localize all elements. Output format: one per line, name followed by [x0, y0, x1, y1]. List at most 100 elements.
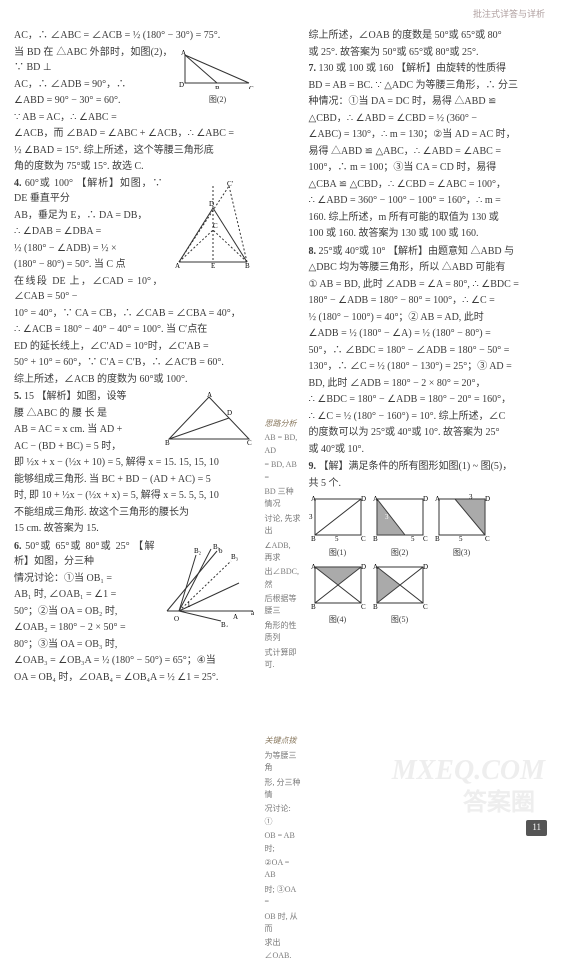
page-number: 11: [526, 820, 547, 836]
text: 60°或 100° 【解析】如图，∵ DE 垂直平分: [14, 178, 163, 205]
svg-text:E: E: [211, 262, 215, 270]
text: ∠ABC) = 130°，∴ m = 130；②当 AD = AC 时，: [309, 127, 552, 143]
text: 共 5 个.: [309, 476, 552, 492]
text: ∵ AB = AC，∴ ∠ABC =: [14, 110, 257, 126]
svg-text:C: C: [423, 535, 428, 541]
svg-text:B: B: [373, 603, 378, 609]
note-line: 后根据等腰三: [265, 593, 301, 618]
note-line: = BD, AB =: [265, 459, 301, 484]
svg-text:B: B: [245, 262, 250, 270]
svg-text:A: A: [175, 262, 180, 270]
text: ∴ ∠ACB = 180° − 40° − 40° = 100°. 当 C′点在: [14, 322, 257, 338]
fig-caption: 图(1): [309, 547, 367, 559]
text: 50°或 65°或 80°或 25° 【解析】如图，分三种: [14, 541, 155, 568]
svg-text:B: B: [435, 535, 440, 541]
svg-text:A: A: [373, 495, 378, 503]
text: 180° − ∠ADB = 180° − 80° = 100°，∴ ∠C =: [309, 293, 552, 309]
text: ∠OAB₃ = ∠OB₃A = ½ (180° − 50°) = 65°；④当: [14, 653, 257, 669]
svg-text:D: D: [423, 563, 428, 571]
svg-text:C: C: [249, 85, 254, 89]
svg-text:A: A: [207, 391, 212, 399]
figure-row-2: AD BC 图(4) AD BC 图(5): [309, 561, 552, 627]
text: 能够组成三角形. 当 BC + BD − (AD + AC) = 5: [14, 472, 257, 488]
figure-q6: O A a B₁ B₂ B₃ B₄ b 1: [161, 541, 257, 633]
text: 15 【解析】如图，设等: [24, 391, 127, 402]
text: 25°或 40°或 10° 【解析】由题意知 △ABD 与: [319, 246, 515, 257]
text: ½ (180° − 100°) = 40°；② AB = AD, 此时: [309, 310, 552, 326]
svg-text:5: 5: [335, 535, 339, 541]
svg-text:C: C: [361, 535, 366, 541]
text: OA = OB₄ 时，∠OAB₄ = ∠OB₄A = ½ ∠1 = 25°.: [14, 670, 257, 686]
svg-text:1: 1: [187, 601, 191, 609]
svg-text:A: A: [311, 495, 316, 503]
text: 综上所述，∠ACB 的度数为 60°或 100°.: [14, 372, 257, 388]
right-column: 综上所述，∠OAB 的度数是 50°或 65°或 80° 或 25°. 故答案为…: [309, 28, 552, 964]
svg-text:B₄: B₄: [221, 621, 229, 627]
svg-text:C: C: [485, 535, 490, 541]
svg-text:A: A: [181, 49, 186, 57]
text: △DBC 均为等腰三角形，所以 △ABD 可能有: [309, 260, 552, 276]
question-6: O A a B₁ B₂ B₃ B₄ b 1 6. 50°或 65°或 80°或 …: [14, 539, 257, 686]
text: ① AB = BD, 此时 ∠ADB = ∠A = 80°, ∴ ∠BDC =: [309, 277, 552, 293]
text: 50°，∴ ∠BDC = 180° − ∠ADB = 180° − 50° =: [309, 343, 552, 359]
text: 易得 △ABD ≌ △ABC，∴ ∠ABD = ∠ABC =: [309, 144, 552, 160]
text: 角的度数为 75°或 15°. 故选 C.: [14, 159, 257, 175]
note-line: 讨论, 先求出: [265, 513, 301, 538]
text: 80°；③当 OA = OB₃ 时,: [14, 637, 257, 653]
svg-text:C: C: [423, 603, 428, 609]
note-line: 式计算即可.: [265, 647, 301, 672]
svg-text:b: b: [219, 547, 223, 555]
note-line: ②OA = AB: [265, 857, 301, 882]
q-num: 7.: [309, 63, 317, 74]
note-line: BD 三种情况: [265, 486, 301, 511]
svg-text:A: A: [435, 495, 440, 503]
text: 160. 综上所述，m 所有可能的取值为 130 或: [309, 210, 552, 226]
fig-caption: 图(2): [179, 94, 257, 106]
q-num: 9.: [309, 461, 317, 472]
q-num: 5.: [14, 391, 22, 402]
fig-caption: 图(2): [371, 547, 429, 559]
svg-text:5: 5: [411, 535, 415, 541]
text: ∴ ∠BDC = 180° − ∠ADB = 180° − 20° = 160°…: [309, 392, 552, 408]
text: 50° + 10° = 60°，∵ C′A = C′B，∴ ∠AC′B = 60…: [14, 355, 257, 371]
note-line: 求出∠OAB.: [265, 937, 301, 962]
svg-text:A: A: [373, 563, 378, 571]
note-line: 时; ③OA =: [265, 884, 301, 909]
figure-q4: A B E D C C′: [169, 178, 257, 276]
text: 15 cm. 故答案为 15.: [14, 521, 257, 537]
figure-q5: A B C D: [161, 391, 257, 453]
question-8: 8. 25°或 40°或 10° 【解析】由题意知 △ABD 与 △DBC 均为…: [309, 244, 552, 458]
note-line: ∠ADB, 再求: [265, 540, 301, 565]
q-num: 6.: [14, 541, 22, 552]
page-header: 批注式详答与详析: [473, 8, 545, 22]
svg-text:3: 3: [385, 513, 389, 521]
text: 130 或 100 或 160 【解析】由旋转的性质得: [319, 63, 507, 74]
note-title: 关键点拨: [265, 735, 301, 747]
note-title: 思路分析: [265, 418, 301, 430]
svg-text:B: B: [165, 439, 170, 447]
text: ∠ACB，而 ∠BAD = ∠ABC + ∠ACB，∴ ∠ABC =: [14, 126, 257, 142]
svg-text:C: C: [247, 439, 252, 447]
figure-2: A D B C 图(2): [179, 47, 257, 107]
left-column: AC，∴ ∠ABC = ∠ACB = ½ (180° − 30°) = 75°.…: [14, 28, 257, 964]
fig-caption: 图(5): [371, 614, 429, 626]
text: 【解】满足条件的所有图形如图(1) ~ 图(5)，: [319, 461, 513, 472]
svg-text:B₂: B₂: [194, 547, 202, 555]
text: 种情况：①当 DA = DC 时，易得 △ABD ≌: [309, 94, 552, 110]
text: ∴ ∠C = ½ (180° − 160°) = 10°. 综上所述，∠C: [309, 409, 552, 425]
svg-text:B: B: [311, 535, 316, 541]
note-line: 况讨论: ①: [265, 803, 301, 828]
text: AC，∴ ∠ABC = ∠ACB = ½ (180° − 30°) = 75°.: [14, 28, 257, 44]
text: BD, 此时 ∠ADB = 180° − 2 × 80° = 20°，: [309, 376, 552, 392]
svg-text:B: B: [311, 603, 316, 609]
fig-caption: 图(4): [309, 614, 367, 626]
svg-text:D: D: [179, 81, 184, 89]
text: 在线段 DE 上，∠CAD = 10°，∠CAB = 50° −: [14, 274, 257, 305]
svg-text:O: O: [174, 615, 179, 623]
svg-text:D: D: [485, 495, 490, 503]
note-line: 出∠BDC, 然: [265, 566, 301, 591]
svg-text:A: A: [233, 613, 238, 621]
text: 的度数可以为 25°或 40°或 10°. 故答案为 25°: [309, 425, 552, 441]
text: 综上所述，∠OAB 的度数是 50°或 65°或 80°: [309, 28, 552, 44]
note-line: OB 时, 从而: [265, 911, 301, 936]
